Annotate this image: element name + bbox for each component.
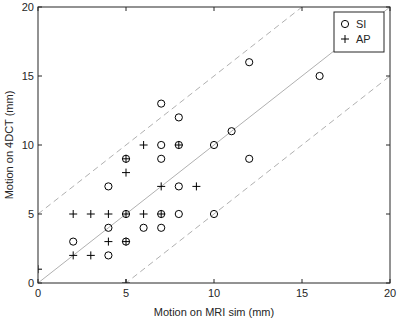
y-tick — [386, 7, 390, 8]
x-tick — [214, 7, 215, 11]
x-tick-label: 15 — [296, 287, 308, 299]
point — [140, 141, 148, 149]
x-tick — [38, 7, 39, 11]
point — [122, 279, 130, 283]
x-tick-label: 0 — [35, 287, 41, 299]
y-tick-label: 0 — [28, 277, 34, 289]
point — [210, 141, 217, 148]
y-tick — [38, 145, 42, 146]
plot-area — [38, 7, 390, 283]
x-tick — [302, 279, 303, 283]
x-tick-label: 5 — [123, 287, 129, 299]
point — [104, 238, 112, 246]
point — [158, 210, 165, 217]
y-tick — [38, 214, 42, 215]
point — [122, 155, 130, 163]
y-tick — [38, 7, 42, 8]
point — [228, 128, 235, 135]
y-tick — [386, 76, 390, 77]
reference-line — [38, 7, 390, 283]
legend-label: SI — [356, 18, 366, 30]
point — [157, 210, 165, 218]
y-tick-label: 20 — [22, 1, 34, 13]
reference-line — [38, 76, 390, 283]
point — [38, 265, 42, 273]
point — [175, 141, 182, 148]
point — [87, 251, 95, 259]
y-tick — [38, 283, 42, 284]
x-tick — [390, 279, 391, 283]
chart: 0 5 10 15 20 0 5 10 15 20 Motion on MRI sim (mm) Mo… — [0, 0, 400, 323]
point — [316, 72, 323, 79]
x-tick-label: 20 — [384, 287, 396, 299]
point — [157, 182, 165, 190]
point — [105, 252, 112, 259]
point — [158, 224, 165, 231]
point — [158, 141, 165, 148]
point — [175, 210, 182, 217]
y-axis-label: Motion on 4DCT (mm) — [3, 91, 15, 200]
x-tick — [38, 279, 39, 283]
point — [158, 155, 165, 162]
point — [70, 238, 77, 245]
legend-marker — [341, 35, 349, 43]
y-tick — [38, 76, 42, 77]
legend: SI AP — [334, 12, 384, 52]
point — [140, 224, 147, 231]
y-tick — [386, 283, 390, 284]
y-tick-label: 10 — [22, 139, 34, 151]
point — [122, 238, 130, 246]
legend-box — [334, 12, 384, 52]
legend-marker — [341, 20, 348, 27]
point — [175, 141, 183, 149]
point — [192, 182, 200, 190]
plot-bg — [38, 7, 390, 283]
point — [158, 100, 165, 107]
point — [105, 224, 112, 231]
point — [175, 114, 182, 121]
point — [246, 155, 253, 162]
point — [87, 210, 95, 218]
x-tick-label: 10 — [208, 287, 220, 299]
point — [122, 169, 130, 177]
point — [122, 238, 129, 245]
point — [210, 210, 217, 217]
point — [122, 210, 129, 217]
x-axis-label: Motion on MRI sim (mm) — [154, 306, 274, 318]
y-tick — [386, 145, 390, 146]
y-tick-label: 15 — [22, 70, 34, 82]
point — [122, 155, 129, 162]
point — [140, 210, 148, 218]
x-tick — [214, 279, 215, 283]
x-tick — [126, 7, 127, 11]
x-tick — [390, 7, 391, 11]
point — [104, 210, 112, 218]
point — [69, 210, 77, 218]
x-tick — [126, 279, 127, 283]
x-tick — [302, 7, 303, 11]
point — [69, 251, 77, 259]
point — [105, 183, 112, 190]
point — [122, 210, 130, 218]
point — [246, 59, 253, 66]
reference-line — [38, 7, 390, 214]
frame — [38, 7, 390, 283]
legend-label: AP — [356, 33, 371, 45]
y-tick — [386, 214, 390, 215]
y-tick-label: 5 — [28, 208, 34, 220]
point — [175, 183, 182, 190]
